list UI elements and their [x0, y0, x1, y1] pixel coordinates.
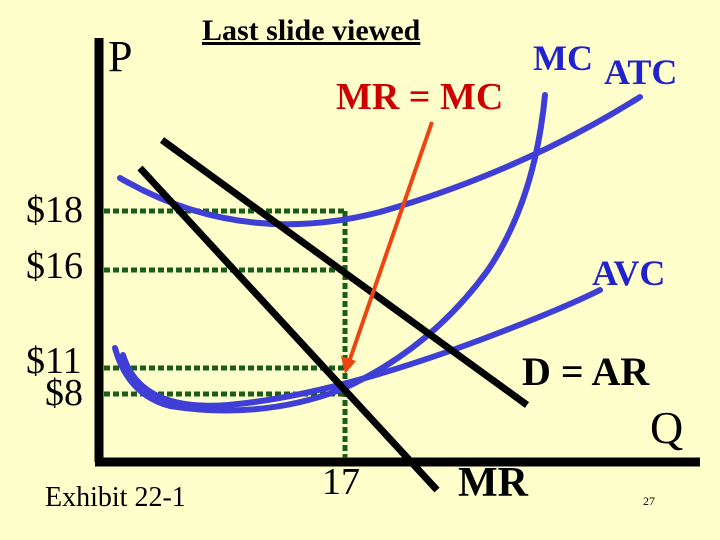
mr-line	[137, 165, 440, 493]
page-number: 27	[643, 494, 655, 508]
nav-link-last-slide[interactable]: Last slide viewed	[202, 14, 421, 47]
price-label-11: $11	[26, 340, 82, 382]
avc-label: AVC	[592, 253, 666, 293]
callout-arrow-head	[341, 356, 356, 374]
x-axis-label: Q	[650, 402, 684, 453]
callout-arrow-shaft	[347, 121, 434, 363]
price-label-18: $18	[26, 189, 83, 231]
demand-line	[159, 137, 530, 408]
exhibit-label: Exhibit 22-1	[45, 482, 186, 513]
quantity-label-17: 17	[322, 461, 360, 503]
price-label-8: $8	[45, 372, 83, 414]
y-axis-label: P	[108, 32, 133, 81]
mr-label: MR	[458, 460, 528, 506]
mc-label: MC	[533, 38, 593, 78]
callout-label-mr-mc: MR = MC	[336, 76, 504, 118]
atc-label: ATC	[604, 52, 678, 92]
mc-curve	[112, 92, 548, 414]
atc-curve	[117, 94, 643, 228]
price-label-16: $16	[26, 245, 83, 287]
demand-label: D = AR	[522, 349, 650, 394]
